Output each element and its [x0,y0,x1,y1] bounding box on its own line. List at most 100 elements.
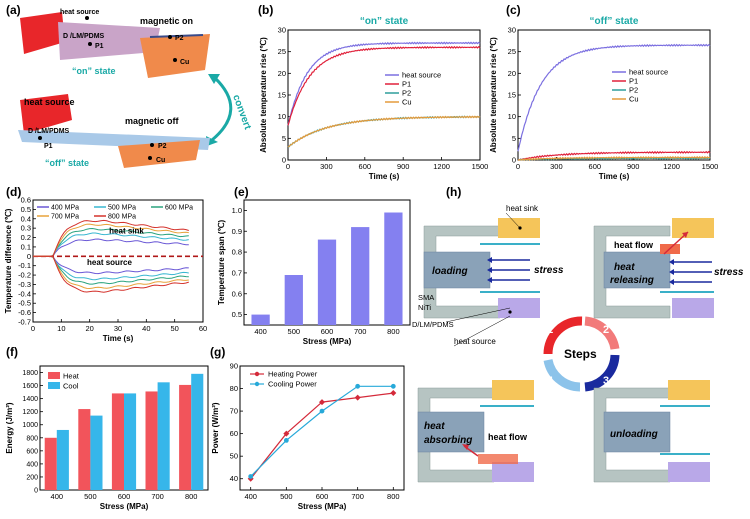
panel-g-label: (g) [210,345,225,359]
sma-block-absorbing [417,411,485,453]
heat-source-block-loading [498,298,540,318]
chart-e: 0.5 0.6 0.7 0.8 0.9 1.0 400 500 600 700 800 Stress … [217,199,411,346]
chart-e-xtick-label: 500 [288,327,301,336]
chart-b-legend-label: Cu [402,98,412,107]
chart-c-ytick-label: 5 [512,134,516,143]
chart-g-ytick-label: 70 [230,407,238,416]
chart-d-series-500-mpa [33,232,189,257]
on-dlm-text: D /LM/PDMS [63,33,105,40]
chart-b-ytick-label: 25 [278,47,286,56]
dot-p1-off [38,136,42,140]
heat-flow-arrow-1 [663,231,689,255]
chart-d-xtick-label: 50 [170,324,178,333]
chart-c-series-heat-source [517,43,711,152]
chart-f-ytick-label: 0 [34,488,38,495]
chart-c-ytick-label: 15 [508,91,516,100]
chart-c-legend-label: heat source [629,68,668,77]
heat-sink-block-absorbing [492,380,534,400]
chart-g-legend-marker [254,371,260,377]
sma-block-releasing [603,251,671,289]
chart-d-legend-label: 800 MPa [108,214,136,221]
stress-arrowhead-4 [669,259,674,265]
chart-d-ytick-label: 0.6 [21,196,31,205]
stress-text-2: stress [714,267,744,278]
chart-g-point [319,399,325,406]
chart-g-xtick-label: 800 [387,492,400,501]
chart-b-title: “on” state [360,16,409,27]
stress-arrowhead-5 [669,269,674,275]
chart-d-xtick-label: 0 [31,324,35,333]
chart-g-ytick-label: 60 [230,429,238,438]
dot-heat-source-on [85,16,89,20]
panel-c-label: (c) [506,3,521,17]
chart-c-ytick-label: 20 [508,69,516,78]
chart-c-series-p1 [518,150,711,161]
chart-b-series-heat-source [287,41,481,126]
step-1-arc [543,316,583,355]
chart-g-xlabel: Stress (MPa) [298,502,347,511]
chart-f-bar-cool [124,393,137,490]
chart-e-ytick-label: 0.7 [232,268,242,277]
convert-arrow [211,76,233,142]
dot-p2-on [168,35,172,39]
chart-b-frame [287,29,481,161]
chart-e-bar [251,314,270,325]
heat-releasing-text-1: heat [614,262,635,273]
chart-g-point [390,383,396,389]
stress-arrowhead-3 [487,277,492,283]
chart-c-xtick-label: 900 [627,162,640,171]
chart-d-legend-label: 700 MPa [51,214,79,221]
chart-f-xtick-label: 600 [118,492,131,501]
step-3-arc [584,354,620,392]
chart-e-bar [351,227,370,325]
convert-text: convert [230,93,253,131]
chart-e-xtick-label: 800 [387,327,400,336]
chart-f-ytick-label: 1600 [22,383,38,390]
chart-d-ytick-label: -0.7 [18,318,31,327]
chart-f-bar-heat [145,391,158,490]
dlm-text: D/LM/PDMS [412,320,454,329]
chart-f-ytick-label: 600 [26,448,38,455]
chart-c-legend-label: P2 [629,86,638,95]
chart-d-sink-annotation: heat sink [109,227,144,236]
chart-c-xtick-label: 600 [589,162,602,171]
chart-e-xtick-label: 400 [254,327,267,336]
heat-source-block-off [20,94,72,134]
stress-text-1: stress [534,265,564,276]
chart-d-ytick-label: -0.1 [18,261,31,270]
chart-g-point [319,408,325,414]
dlm-strip-on [58,22,160,60]
on-heat-source-text: heat source [60,9,99,16]
off-dlm-text: D /LM/PDMS [28,128,70,135]
chart-g-ytick-label: 40 [230,474,238,483]
chart-g-ytick-label: 90 [230,362,238,371]
chart-f-legend-swatch [48,382,60,389]
chart-d-xtick-label: 60 [199,324,207,333]
chart-e-bar [317,239,337,325]
off-p1-text: P1 [44,143,53,150]
chart-d-ytick-label: 0 [27,252,31,261]
chart-c-legend-label: Cu [629,95,639,104]
heat-flow-text-2: heat flow [488,432,528,442]
chart-e-bar [284,275,303,325]
heat-sink-dot [518,226,522,230]
panel-d-label: (d) [6,185,21,199]
chart-f-ytick-label: 1800 [22,370,38,377]
chart-d-ylabel: Temperature difference (℃) [4,208,13,313]
chart-d-ytick-label: 0.4 [21,214,31,223]
convert-arrow-head-top [208,74,220,84]
device-releasing: heat flow heat releasing stress [593,218,744,319]
heat-source-leader [453,315,511,347]
step-2-arc [584,316,620,350]
chart-f-xlabel: Stress (MPa) [100,502,149,511]
device-absorbing: heat absorbing heat flow [417,380,534,483]
chart-b-ytick-label: 10 [278,112,286,121]
chart-f-bar-cool [56,429,69,490]
panel-h: loading stress heat sink SMA NiTi D/LM/P… [412,204,744,483]
panel-e-label: (e) [234,185,249,199]
on-state-text: “on” state [72,66,116,76]
chart-f-ytick-label: 400 [26,461,38,468]
stress-arrowhead-2 [487,267,492,273]
chart-d-series-800-mpa [33,219,189,258]
chart-f-xtick-label: 400 [51,492,64,501]
